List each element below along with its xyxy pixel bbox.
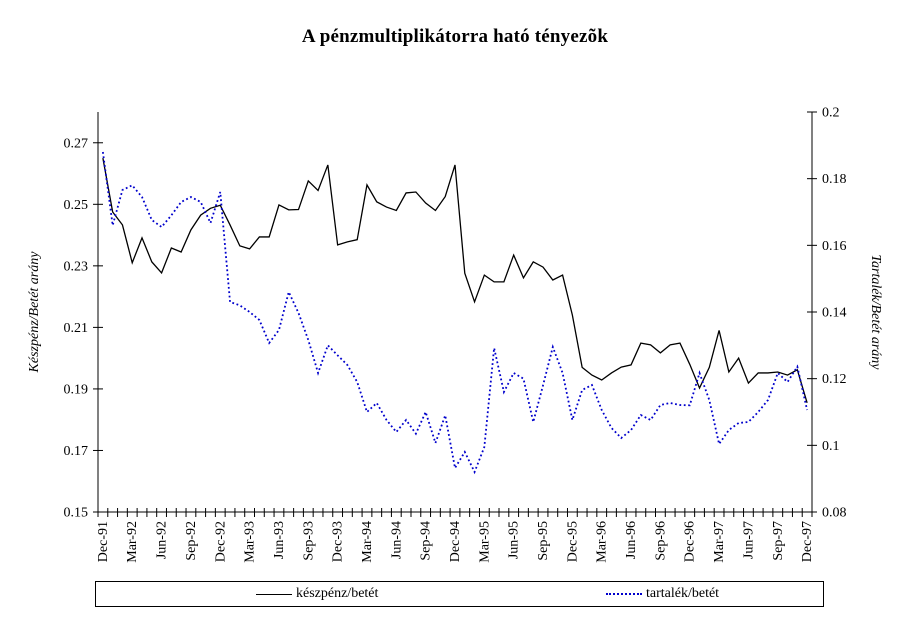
right-axis-tick-label: 0.14 [822, 306, 847, 321]
left-axis-tick-label: 0.15 [64, 506, 89, 521]
x-axis-tick-label: Dec-95 [565, 521, 580, 562]
legend-item-tartalek: tartalék/betét [606, 582, 719, 606]
chart-title: A pénzmultiplikátorra ható tényezõk [301, 26, 609, 47]
x-axis-tick-label: Sep-97 [771, 521, 786, 561]
left-axis-tick-label: 0.25 [64, 198, 89, 213]
right-axis-tick-label: 0.12 [822, 372, 847, 387]
legend-item-keszpenz: készpénz/betét [256, 582, 378, 606]
x-axis-tick-label: Mar-96 [595, 521, 610, 563]
x-axis-tick-label: Dec-93 [331, 521, 346, 562]
x-axis-tick-label: Mar-93 [243, 521, 258, 563]
series-line-keszpenz-betet [102, 158, 808, 403]
dotted-line-swatch [606, 593, 642, 595]
left-axis-tick-label: 0.27 [64, 136, 89, 151]
x-axis-tick-label: Dec-92 [213, 521, 228, 562]
x-axis-tick-label: Mar-94 [360, 521, 375, 563]
x-axis-tick-label: Dec-94 [448, 521, 463, 562]
x-axis-tick-label: Mar-92 [125, 521, 140, 563]
x-axis-tick-label: Sep-93 [301, 521, 316, 561]
x-axis-tick-label: Dec-91 [96, 521, 111, 562]
x-axis-tick-label: Sep-96 [653, 521, 668, 561]
solid-line-swatch [256, 593, 292, 595]
x-axis-tick-label: Jun-94 [389, 521, 404, 559]
x-axis-tick-label: Dec-97 [800, 521, 815, 562]
left-axis-tick-label: 0.21 [64, 321, 89, 336]
legend-label-tartalek: tartalék/betét [646, 586, 720, 601]
right-axis-tick-label: 0.16 [822, 239, 847, 254]
x-axis-tick-label: Jun-95 [507, 521, 522, 559]
x-axis-tick-label: Sep-94 [419, 521, 434, 561]
x-axis-tick-label: Jun-96 [624, 521, 639, 559]
legend: készpénz/betét tartalék/betét [95, 581, 824, 607]
x-axis-tick-label: Jun-93 [272, 521, 287, 559]
legend-label-keszpenz: készpénz/betét [296, 586, 379, 601]
x-axis-tick-label: Dec-96 [683, 521, 698, 562]
x-axis-tick-label: Jun-92 [155, 521, 170, 559]
right-axis-tick-label: 0.18 [822, 172, 847, 187]
left-axis-tick-label: 0.17 [64, 444, 89, 459]
x-axis-tick-label: Jun-97 [741, 521, 756, 559]
x-axis-tick-label: Mar-97 [712, 521, 727, 563]
left-axis-title: Készpénz/Betét arány [27, 251, 42, 374]
x-axis-tick-label: Mar-95 [477, 521, 492, 563]
right-axis-tick-label: 0.08 [822, 506, 847, 521]
right-axis-title: Tartalék/Betét arány [868, 255, 883, 371]
right-axis-tick-label: 0.2 [822, 106, 840, 121]
series-line-tartalek-betet [101, 151, 808, 475]
x-axis-tick-label: Sep-95 [536, 521, 551, 561]
x-axis-tick-label: Sep-92 [184, 521, 199, 561]
left-axis-tick-label: 0.19 [64, 382, 89, 397]
left-axis-tick-label: 0.23 [64, 259, 89, 274]
right-axis-tick-label: 0.1 [822, 439, 840, 454]
